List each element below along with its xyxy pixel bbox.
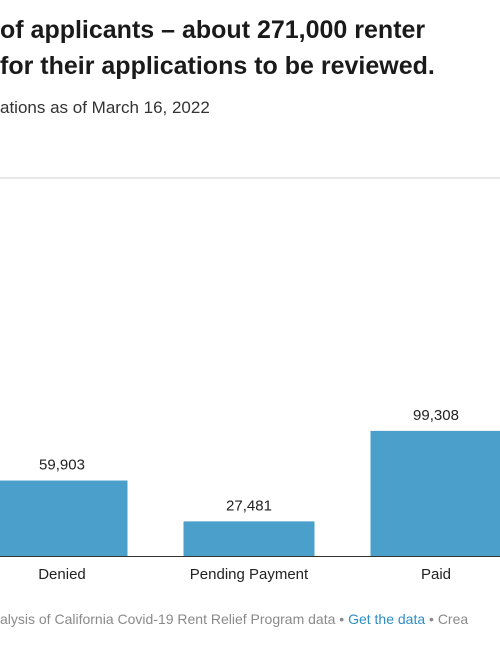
chart-footer: alysis of California Covid-19 Rent Relie… [0,611,468,627]
bar [0,480,128,556]
x-tick-label: Denied [38,566,86,583]
data-label: 59,903 [39,457,85,474]
created-with-note: Crea [437,611,469,627]
source-note: alysis of California Covid-19 Rent Relie… [0,611,336,627]
data-label: 27,481 [226,497,272,514]
get-the-data-link[interactable]: Get the data [348,611,426,627]
x-tick-label: Paid [421,566,451,583]
chart-title-line-2: for their applications to be reviewed. [0,52,435,80]
footer-separator: • [335,611,349,627]
x-tick-label: Pending Payment [190,566,309,583]
footer-separator: • [425,611,438,627]
chart-title-line-1: of applicants – about 271,000 renter [0,16,426,44]
bar [183,521,315,556]
bar [370,430,500,556]
data-label: 99,308 [413,407,459,424]
chart-subtitle: ations as of March 16, 2022 [0,98,210,117]
